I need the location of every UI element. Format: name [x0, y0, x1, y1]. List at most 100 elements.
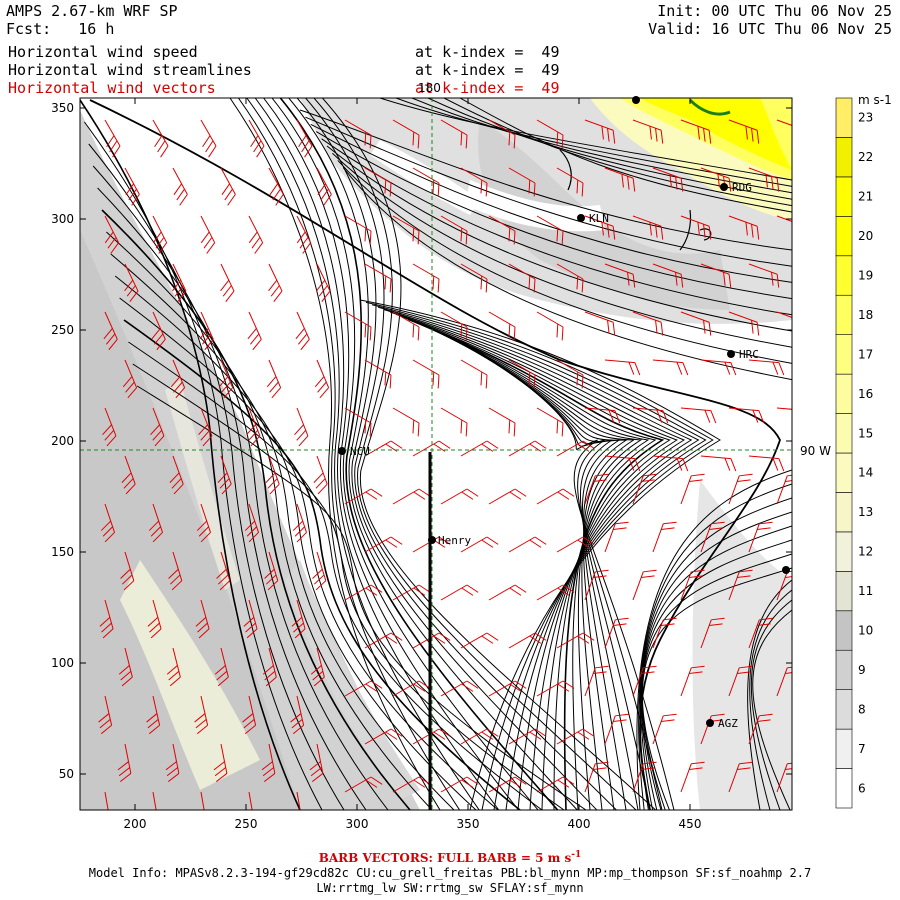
streamline: [315, 131, 792, 300]
wind-barb: [680, 311, 712, 336]
wind-barb: [584, 311, 616, 336]
station-marker-top: [632, 96, 640, 104]
axes: 200 250 300 350 400 450 50 100 150 200 250 300 350: [51, 98, 792, 831]
streamline: [413, 321, 657, 810]
wind-barb: [700, 521, 725, 553]
streamline: [310, 123, 792, 283]
wind-barb: [488, 407, 516, 437]
wind-barb: [440, 488, 479, 505]
colorbar-segment: [835, 334, 853, 375]
colorbar-segment: [835, 649, 853, 690]
model-title: AMPS 2.67-km WRF SP: [6, 2, 178, 20]
wind-barb: [292, 503, 307, 543]
wind-barb: [412, 632, 451, 649]
wind-barb: [220, 167, 236, 206]
wind-barb: [680, 119, 712, 144]
wind-barb: [508, 440, 547, 457]
wind-barb: [392, 680, 431, 697]
wind-barb: [632, 215, 664, 240]
wind-barb: [508, 167, 536, 197]
streamline: [389, 311, 686, 810]
parallel-label: 90 W: [800, 444, 831, 458]
colorbar-segment: [835, 728, 853, 769]
wind-barb: [604, 167, 636, 192]
colorbar-label: 13: [858, 505, 873, 519]
wind-barb: [104, 119, 121, 158]
wind-barb: [440, 311, 468, 341]
wind-barb: [392, 215, 420, 245]
wind-barb: [217, 455, 232, 495]
wind-barb: [392, 407, 420, 437]
streamline: [237, 98, 461, 810]
wind-barb: [604, 521, 629, 553]
wind-barb: [244, 503, 259, 543]
wind-barb: [728, 473, 753, 505]
streamline: [359, 299, 721, 810]
wind-barb: [312, 551, 327, 591]
wind-barb: [556, 359, 584, 389]
colorbar-label: 15: [858, 426, 873, 440]
wind-barb: [680, 665, 705, 697]
wind-barb: [247, 311, 262, 351]
wind-barb: [488, 311, 516, 341]
wind-barb: [440, 407, 468, 437]
streamline: [123, 319, 521, 810]
colorbar-label: 8: [858, 702, 866, 716]
wind-barb: [148, 503, 163, 543]
wind-barb: [488, 584, 527, 601]
field-name-speed: Horizontal wind speed: [8, 43, 198, 61]
wind-barb: [120, 551, 135, 591]
wind-barb: [242, 695, 257, 735]
colorbar-segment: [835, 294, 853, 335]
wind-barb: [216, 551, 231, 591]
streamline: [395, 313, 678, 810]
wind-barb: [122, 359, 138, 399]
colorbar-segment: [835, 689, 853, 730]
streamline: [449, 335, 651, 810]
streamline: [377, 306, 700, 810]
streamline: [114, 275, 477, 810]
wind-barb: [680, 407, 717, 424]
streamline: [379, 98, 792, 181]
y-tick-label: 350: [51, 101, 74, 115]
colorbar: 6 7 8 9 10 11 12 13 14 15 16 17 18 19 20 21 22 23: [835, 97, 873, 809]
wind-barb: [508, 632, 547, 649]
wind-barb: [199, 311, 214, 351]
streamline: [752, 609, 792, 810]
streamline: [559, 149, 572, 191]
wind-barb: [793, 264, 831, 288]
streamline: [459, 98, 792, 213]
wind-barb: [147, 599, 162, 639]
streamline: [747, 579, 792, 810]
wind-barb: [288, 791, 303, 810]
y-tick-label: 100: [51, 656, 74, 670]
wind-barb: [165, 743, 180, 783]
wind-barb: [700, 263, 732, 288]
wind-barb: [748, 263, 780, 288]
wind-barb: [776, 311, 792, 323]
wind-barb: [296, 215, 312, 254]
wind-barb: [460, 263, 488, 293]
colorbar-label: 23: [858, 111, 873, 125]
wind-barb: [392, 311, 420, 341]
wind-barb: [652, 455, 689, 472]
colorbar-label: 14: [858, 466, 873, 480]
x-tick-label: 450: [679, 817, 702, 831]
wind-barb: [797, 614, 821, 652]
wind-barb: [604, 617, 629, 649]
wind-barb: [124, 167, 140, 206]
streamline: [383, 309, 693, 810]
wind-barb: [536, 680, 575, 697]
streamline: [407, 318, 665, 810]
wind-barb: [364, 632, 403, 649]
colorbar-label: 19: [858, 269, 873, 283]
wind-barb: [796, 360, 833, 375]
wind-barb: [121, 455, 136, 495]
colorbar-segment: [835, 176, 853, 217]
wind-barb: [309, 743, 324, 783]
y-tick-label: 300: [51, 212, 74, 226]
wind-barb: [460, 536, 499, 553]
wind-barb: [584, 569, 609, 601]
wind-barb: [172, 263, 187, 302]
